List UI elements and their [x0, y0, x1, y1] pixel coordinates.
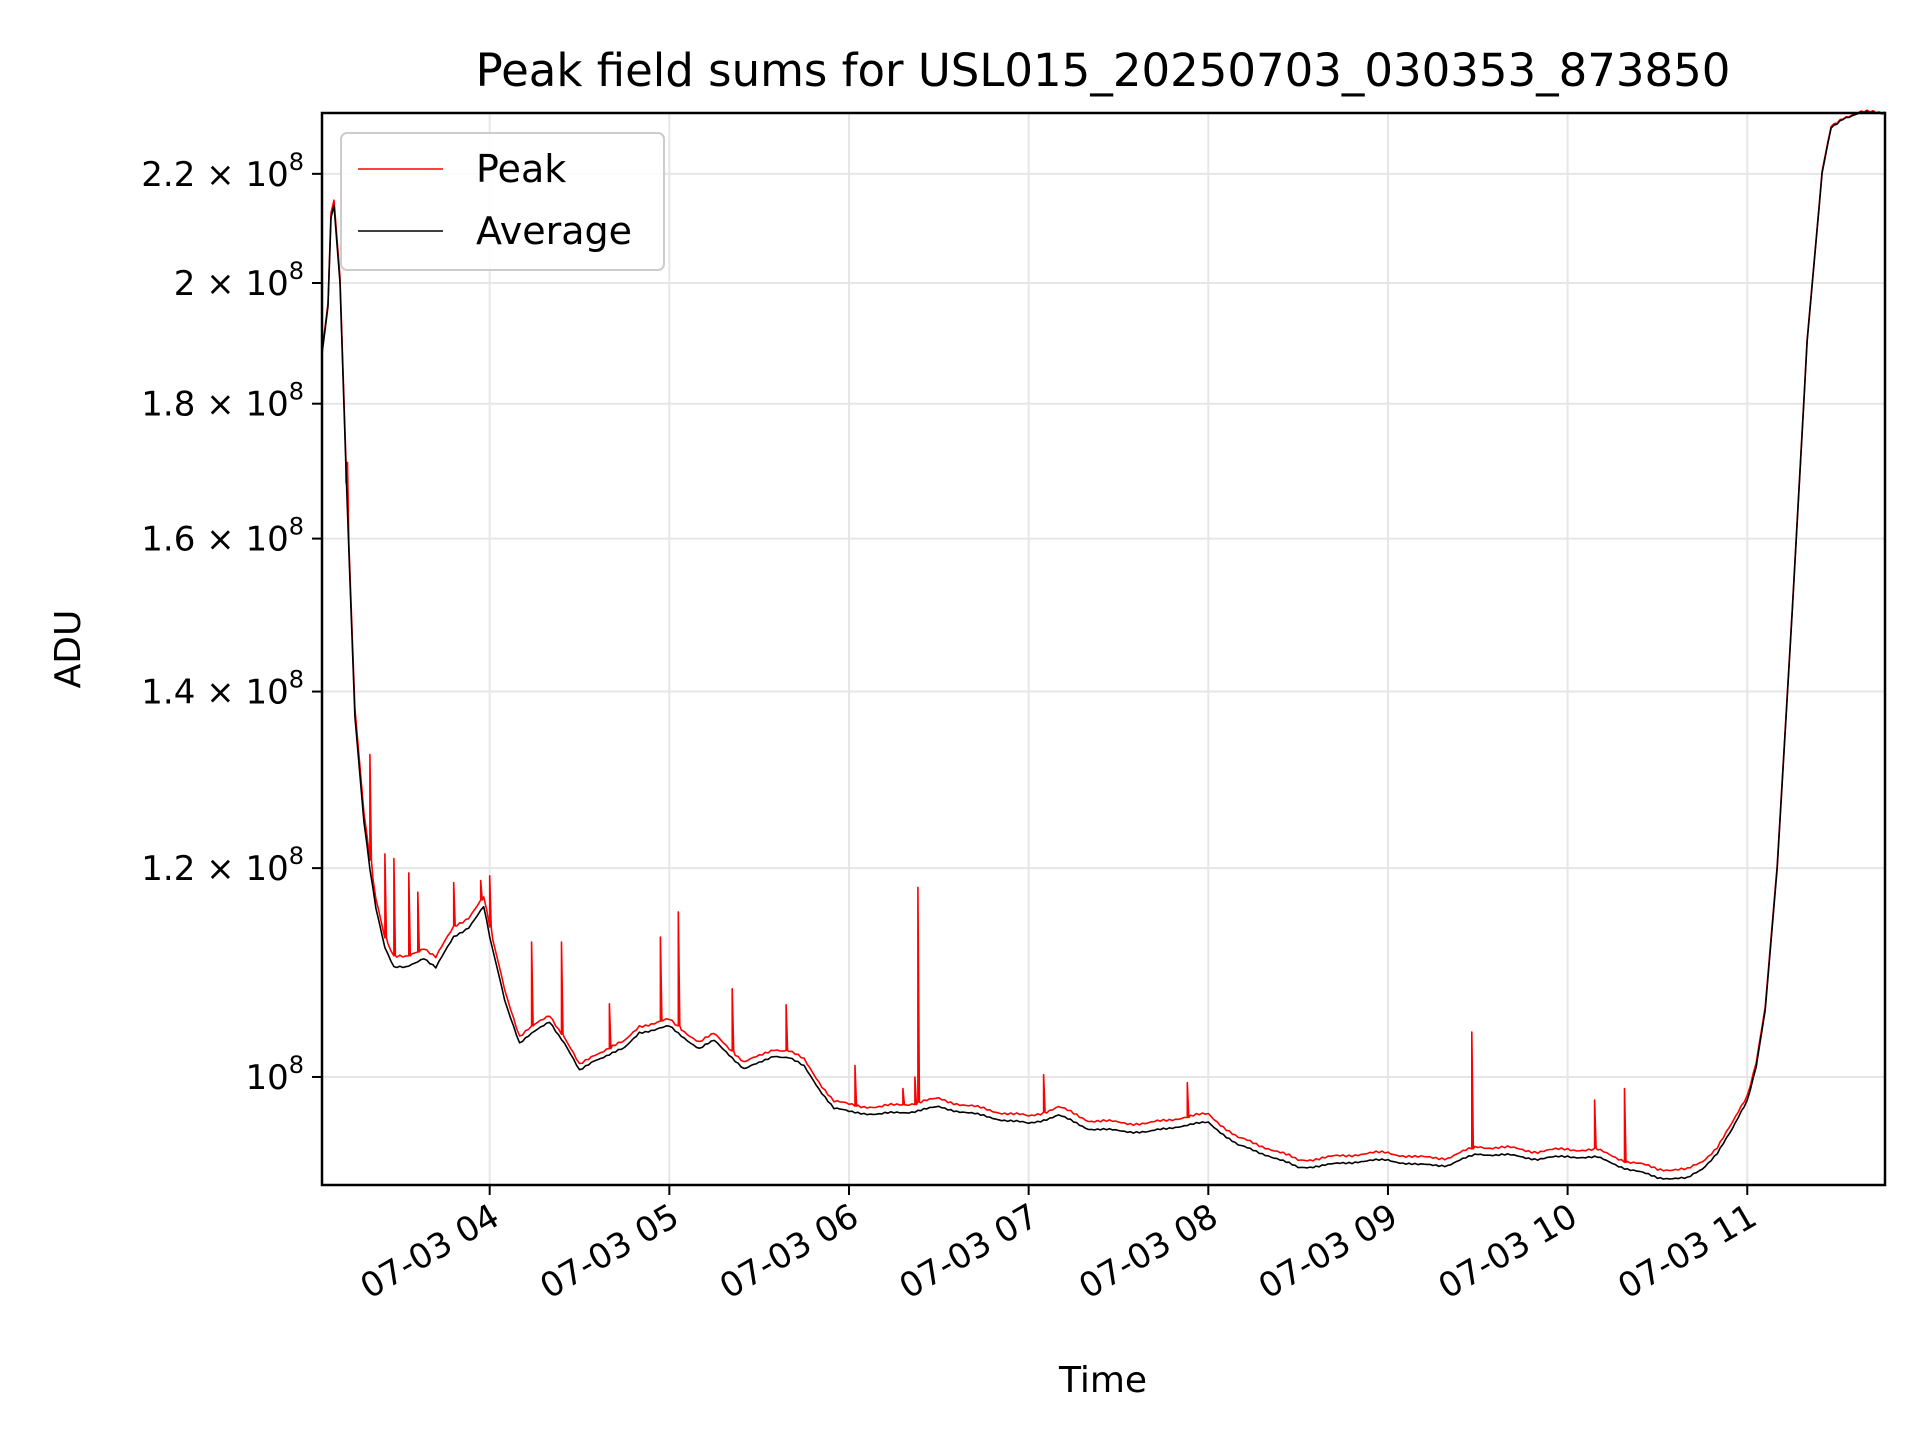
x-axis-label: Time — [1058, 1360, 1147, 1401]
x-tick-label: 07-03 10 — [1432, 1196, 1584, 1307]
y-tick-label: 1.6 × 108 — [141, 513, 304, 560]
y-tick-label: 2.2 × 108 — [141, 148, 304, 195]
x-tick-label: 07-03 08 — [1072, 1196, 1224, 1307]
plot-series — [321, 109, 1886, 1180]
y-tick-label: 2 × 108 — [174, 257, 304, 304]
legend-label-peak: Peak — [476, 147, 566, 191]
legend: Peak Average — [340, 132, 665, 271]
x-tick-label: 07-03 09 — [1252, 1196, 1404, 1307]
y-tick-mantissa: 1.8 × 10 — [141, 385, 288, 425]
y-tick-exponent: 8 — [289, 148, 304, 176]
y-tick-exponent: 8 — [289, 1051, 304, 1079]
legend-label-average: Average — [476, 209, 632, 253]
x-tick-label: 07-03 06 — [713, 1196, 865, 1307]
y-tick-mantissa: 2.2 × 10 — [141, 155, 288, 195]
y-tick-mantissa: 2 × 10 — [174, 264, 289, 304]
series-average-line — [321, 110, 1886, 1180]
y-tick-exponent: 8 — [289, 513, 304, 541]
x-tick-label: 07-03 05 — [533, 1196, 685, 1307]
series-peak-line — [321, 109, 1886, 1172]
y-axis-label: ADU — [48, 610, 89, 689]
y-tick-exponent: 8 — [289, 257, 304, 285]
y-tick-label: 1.2 × 108 — [141, 842, 304, 889]
y-tick-mantissa: 10 — [245, 1058, 288, 1098]
y-tick-label: 1.4 × 108 — [141, 666, 304, 713]
legend-box — [340, 132, 665, 271]
plot-frame — [320, 111, 1887, 1187]
y-tick-exponent: 8 — [289, 378, 304, 406]
x-tick-label: 07-03 07 — [893, 1196, 1045, 1307]
x-axis-ticks: 07-03 04 07-03 05 07-03 06 07-03 07 07-03 08… — [354, 1185, 1764, 1307]
chart-title: Peak field sums for USL015_20250703_0303… — [476, 44, 1731, 97]
y-tick-label: 108 — [245, 1051, 304, 1098]
grid — [322, 113, 1885, 1185]
y-tick-mantissa: 1.4 × 10 — [141, 673, 288, 713]
y-tick-label: 1.8 × 108 — [141, 378, 304, 425]
y-tick-mantissa: 1.2 × 10 — [141, 849, 288, 889]
x-tick-label: 07-03 11 — [1611, 1196, 1763, 1307]
x-tick-label: 07-03 04 — [354, 1196, 506, 1307]
y-tick-mantissa: 1.6 × 10 — [141, 520, 288, 560]
y-tick-exponent: 8 — [289, 666, 304, 694]
y-tick-exponent: 8 — [289, 842, 304, 870]
